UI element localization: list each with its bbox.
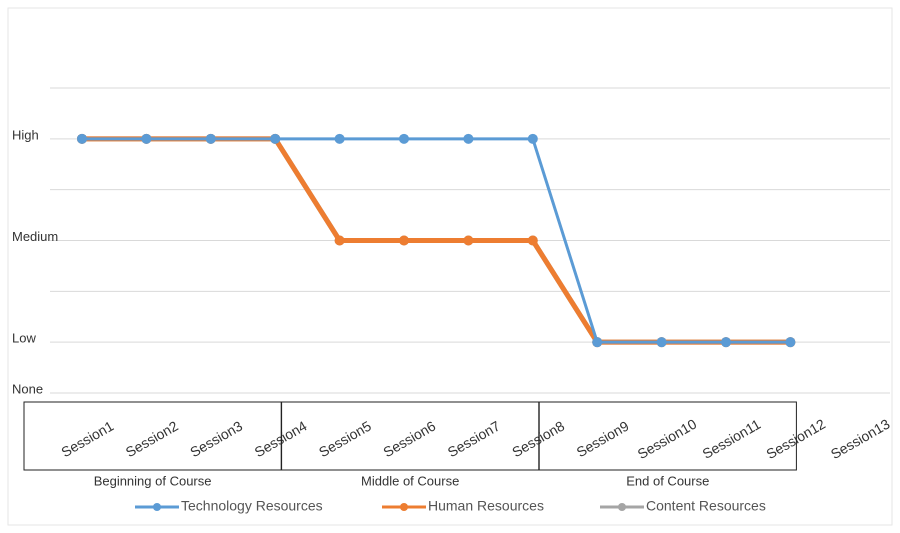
point xyxy=(334,133,345,144)
point xyxy=(141,133,152,144)
legend-marker xyxy=(618,503,626,511)
point xyxy=(334,235,345,246)
point xyxy=(527,133,538,144)
chart-frame xyxy=(7,7,893,526)
legend-marker xyxy=(400,503,408,511)
point xyxy=(399,133,409,144)
point xyxy=(77,133,87,144)
group-box xyxy=(538,401,797,471)
group-label: Middle of Course xyxy=(361,473,459,488)
y-tick-label: Low xyxy=(12,331,36,346)
point xyxy=(721,337,731,348)
point xyxy=(656,337,667,348)
group-label: Beginning of Course xyxy=(94,473,212,488)
point xyxy=(463,133,474,144)
point xyxy=(785,337,796,348)
legend-label: Technology Resources xyxy=(181,498,323,514)
legend-label: Content Resources xyxy=(646,498,766,514)
point xyxy=(463,235,474,246)
point xyxy=(527,235,538,246)
legend-label: Human Resources xyxy=(428,498,544,514)
y-tick-label: High xyxy=(12,127,39,142)
series-line xyxy=(82,137,791,344)
point xyxy=(399,235,409,246)
point xyxy=(205,133,216,144)
point xyxy=(270,133,281,144)
y-tick-label: None xyxy=(12,381,43,396)
point xyxy=(592,337,603,348)
legend-marker xyxy=(153,503,161,511)
y-tick-label: Medium xyxy=(12,229,58,244)
group-label: End of Course xyxy=(626,473,709,488)
